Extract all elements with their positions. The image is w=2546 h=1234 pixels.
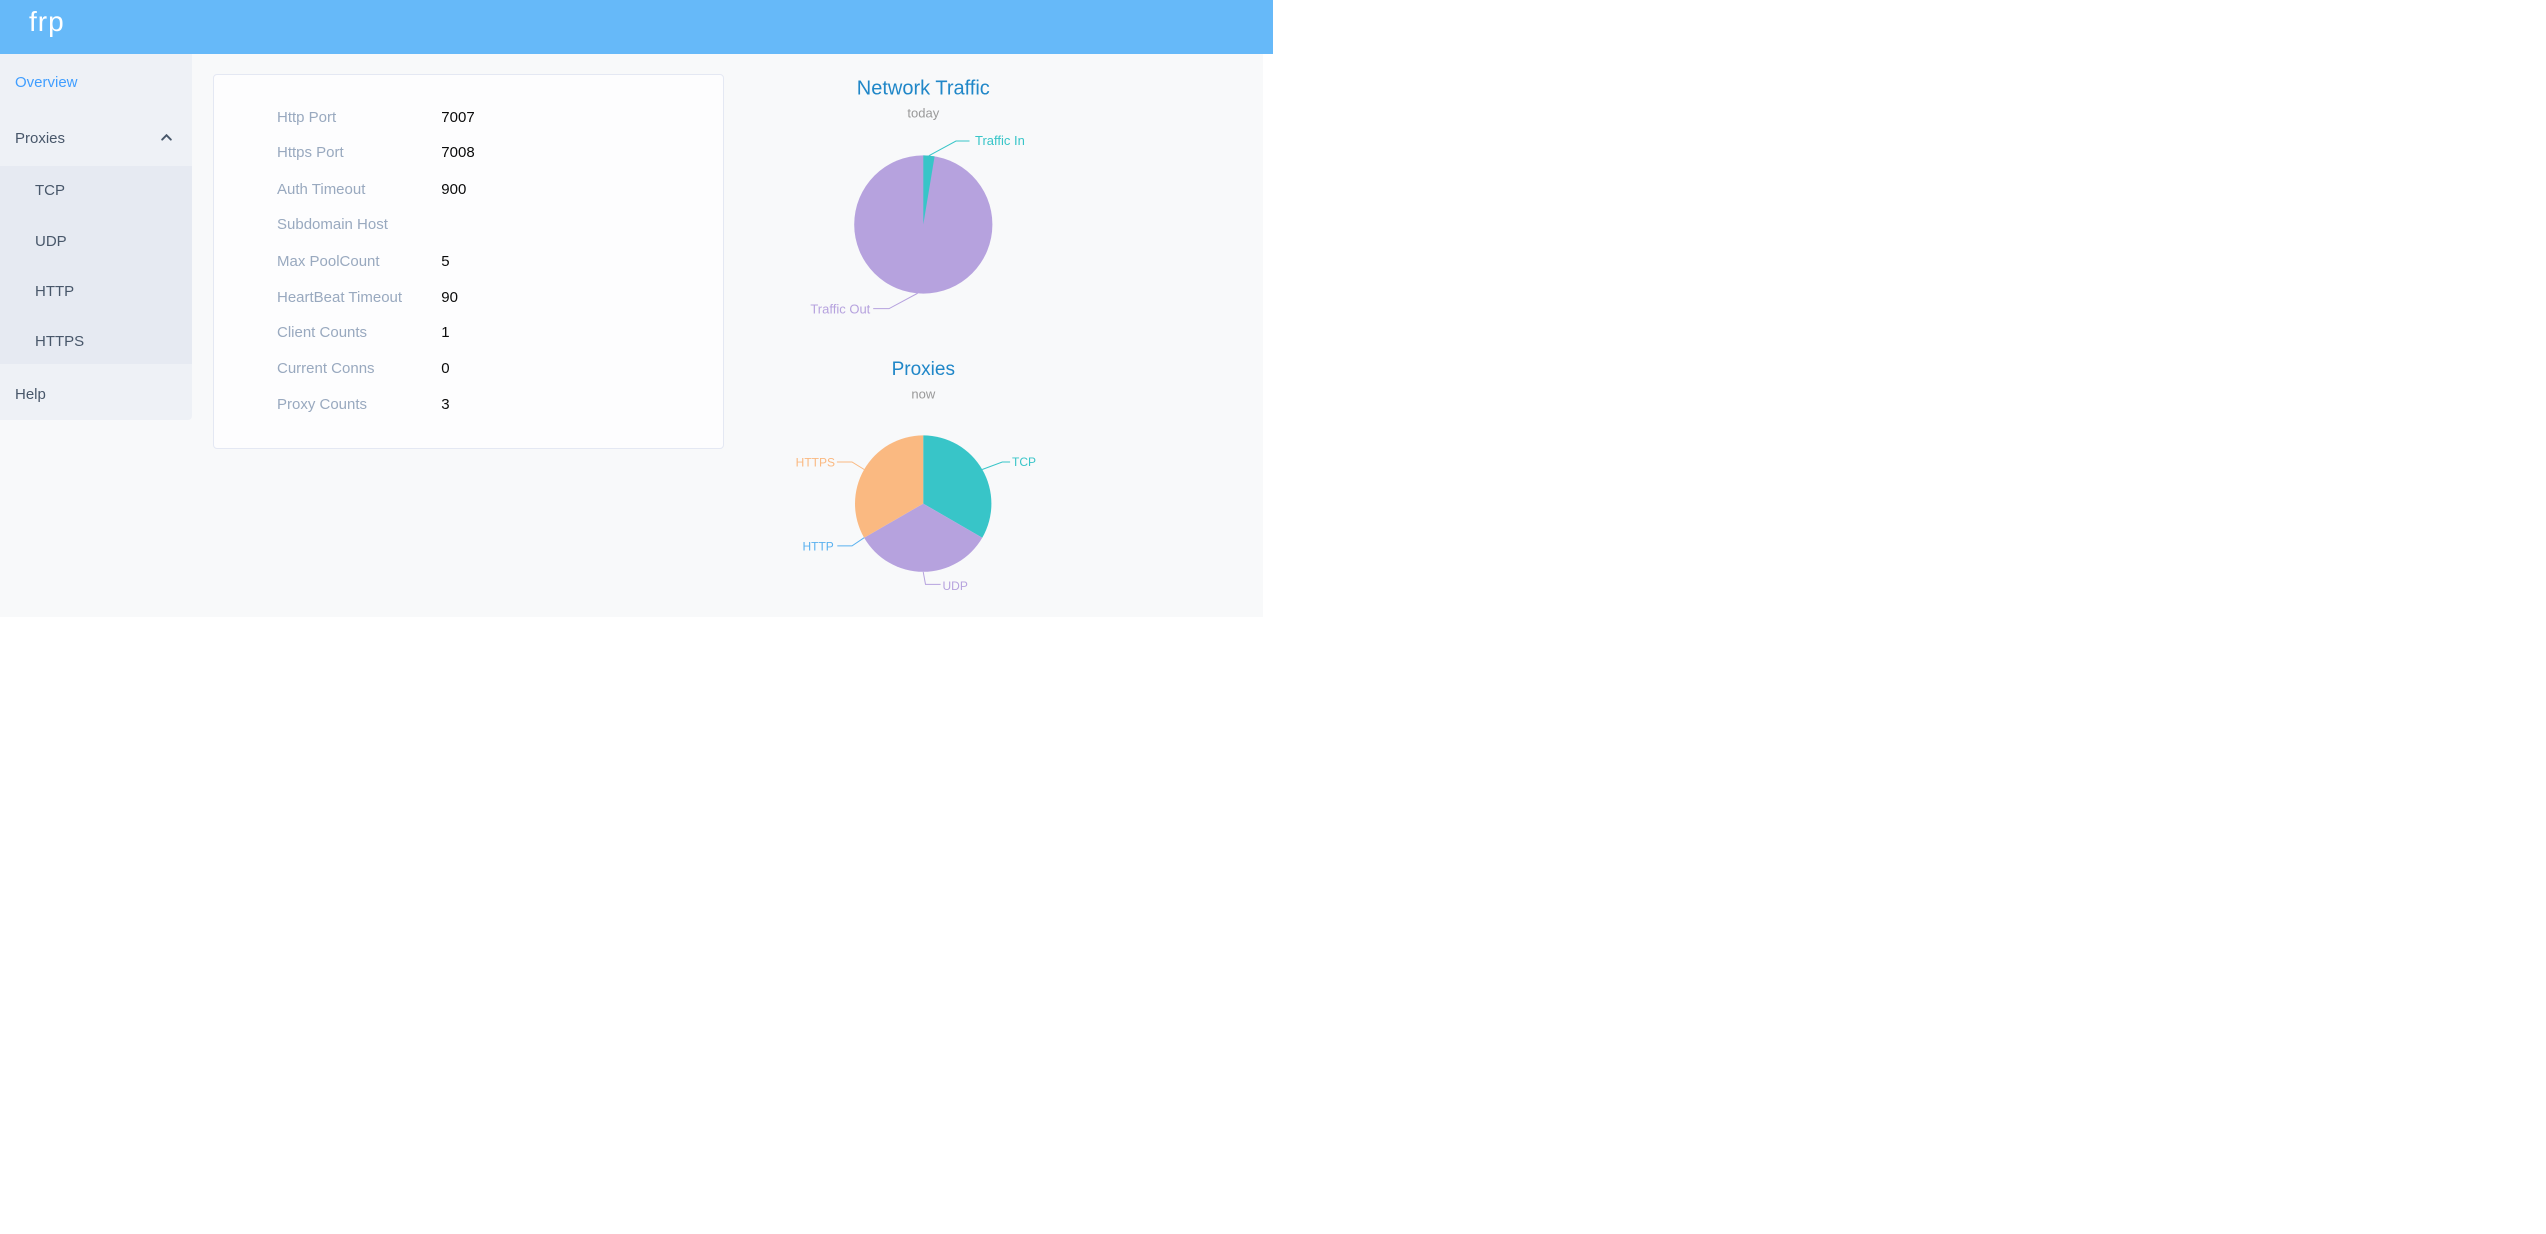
svg-text:HTTP: HTTP xyxy=(802,539,833,553)
svg-text:HTTPS: HTTPS xyxy=(796,456,835,470)
svg-text:Proxies: Proxies xyxy=(892,359,955,380)
svg-text:Traffic Out: Traffic Out xyxy=(810,302,870,317)
svg-text:UDP: UDP xyxy=(943,579,968,593)
svg-text:Traffic In: Traffic In xyxy=(975,133,1025,148)
svg-text:today: today xyxy=(907,106,939,121)
svg-text:Network Traffic: Network Traffic xyxy=(857,78,990,100)
svg-text:now: now xyxy=(911,386,935,401)
svg-text:TCP: TCP xyxy=(1012,455,1036,469)
